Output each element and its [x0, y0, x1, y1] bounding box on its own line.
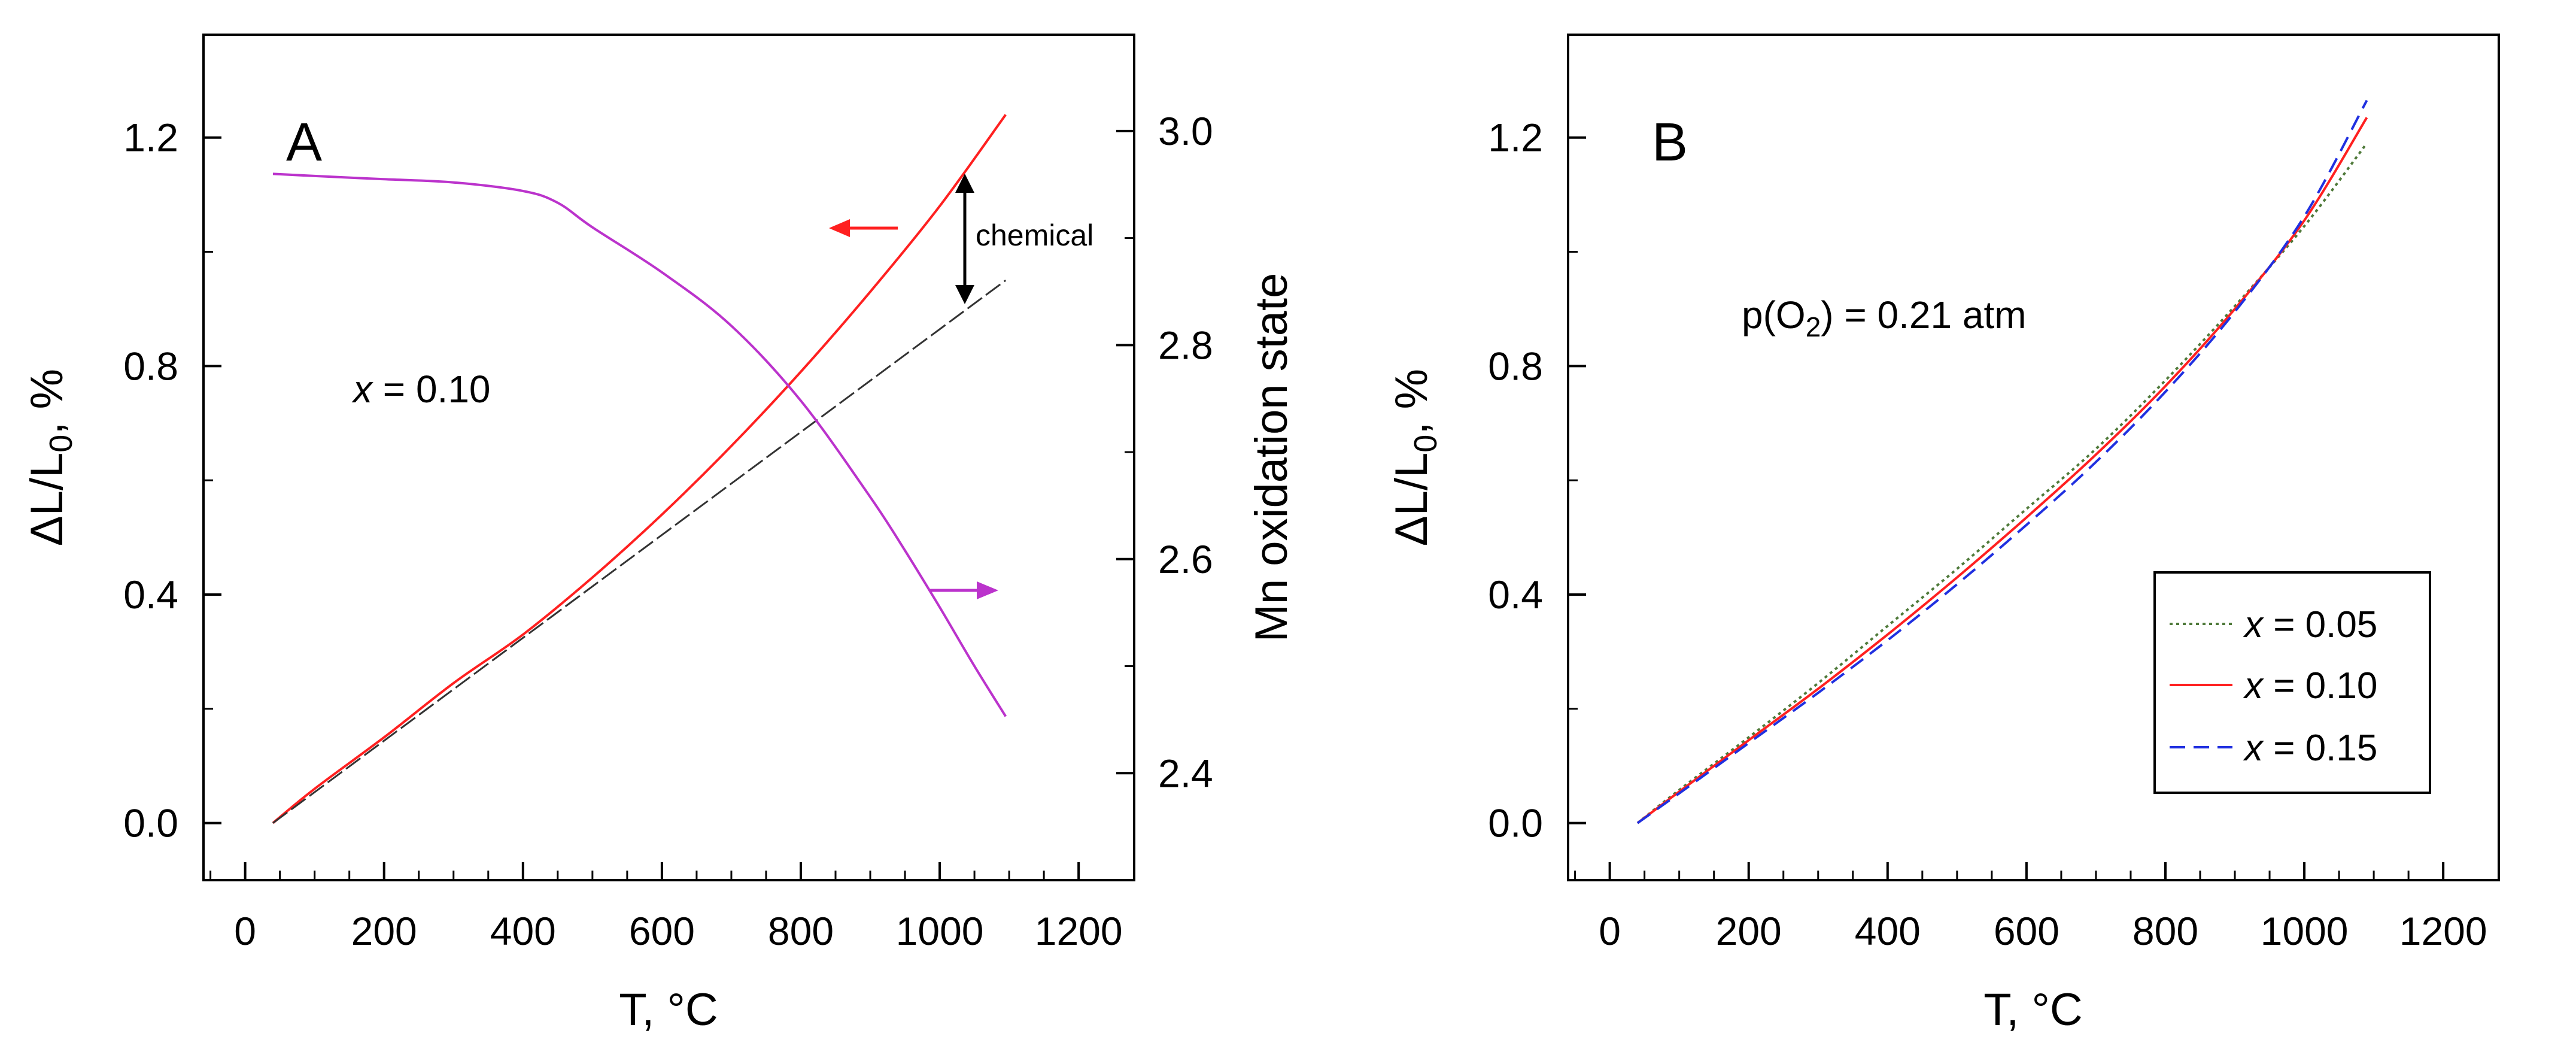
panelB-y-tick-label: 0.4 — [1488, 572, 1543, 617]
panel-b-y-title-base: ΔL/L — [1386, 453, 1437, 546]
chemical-arrow-head-down — [955, 285, 974, 304]
legend-label-x015: x = 0.15 — [2243, 727, 2377, 769]
oxygen-pressure-annotation: p(O2) = 0.21 atm — [1742, 293, 2027, 342]
panel-b-y-title-tail: , % — [1386, 369, 1437, 435]
chemical-label: chemical — [976, 219, 1093, 252]
panel-b-y-title-sub: 0 — [1408, 435, 1444, 453]
left-axis-indicator-arrow — [829, 219, 898, 237]
panelA-x-tick-label: 800 — [768, 909, 834, 953]
panelA-y2-tick-label: 2.8 — [1158, 323, 1213, 367]
panel-a-frame — [202, 34, 1135, 881]
legend-item-x015: x = 0.15 — [2170, 727, 2377, 769]
panel-b-series — [1636, 99, 2368, 824]
legend-val-x005: = 0.05 — [2263, 604, 2377, 645]
panelA-x-tick-label: 1000 — [896, 909, 984, 953]
panelA-x-tick-label: 200 — [351, 909, 417, 953]
panelB-x-tick-label: 400 — [1855, 909, 1921, 953]
panelB-y-tick-label: 1.2 — [1488, 116, 1543, 160]
panelB-x-tick-label: 200 — [1716, 909, 1782, 953]
panel-b-frame — [1567, 34, 2500, 881]
legend-item-x010: x = 0.10 — [2170, 665, 2377, 707]
panel-a-y-title-sub: 0 — [43, 435, 79, 453]
panelA-y2-tick-label: 2.4 — [1158, 751, 1213, 795]
panelA-x-tick-label: 0 — [234, 909, 256, 953]
panelB-x-tick-label: 1200 — [2399, 909, 2487, 953]
panel-b-x-axis-title: T, °C — [1983, 984, 2083, 1035]
panel-a-y-ticks: 0.0 0.4 0.8 1.2 — [123, 116, 221, 845]
left-axis-arrow-head — [829, 219, 850, 237]
panel-a-y2-ticks: 2.4 2.6 2.8 3.0 — [1116, 109, 1213, 795]
panel-b-y-axis-title: ΔL/L0, % — [1386, 369, 1444, 546]
legend-val-x015: = 0.15 — [2263, 727, 2377, 769]
legend-var-x015: x — [2243, 727, 2264, 769]
panel-a-series — [272, 114, 1007, 824]
panel-a-composition-var: x — [351, 368, 373, 411]
panelA-series-line-1 — [272, 279, 1007, 824]
right-axis-arrow-head — [977, 581, 998, 599]
legend-label-x010: x = 0.10 — [2243, 665, 2377, 707]
po2-prefix: p(O — [1742, 293, 1806, 336]
panel-a-x-axis-title: T, °C — [619, 984, 718, 1035]
panel-a-y-title-base: ΔL/L — [22, 453, 72, 546]
panel-a-y-title-tail: , % — [22, 369, 72, 435]
legend-item-x005: x = 0.05 — [2170, 604, 2377, 645]
panelB-x-tick-label: 600 — [1994, 909, 2059, 953]
panelA-series-line-2 — [272, 172, 1007, 717]
chemical-arrow-head-up — [955, 174, 974, 193]
panel-a-y2-axis-title: Mn oxidation state — [1246, 273, 1297, 642]
panelB-x-tick-label: 800 — [2133, 909, 2198, 953]
right-axis-indicator-arrow — [929, 581, 998, 599]
legend-var-x005: x — [2243, 604, 2264, 645]
panelB-x-tick-label: 1000 — [2261, 909, 2349, 953]
panel-b-legend: x = 0.05 x = 0.10 x = 0.15 — [2153, 571, 2431, 794]
panelB-x-tick-label: 0 — [1599, 909, 1621, 953]
panelB-y-tick-label: 0.8 — [1488, 344, 1543, 388]
panel-a: 0 200 400 600 800 1000 1200 0.00.40.81.2 2.42.… — [22, 34, 1297, 1035]
panelA-y-tick-label: 0.8 — [123, 344, 178, 388]
panel-a-x-ticks: 0 200 400 600 800 1000 1200 — [209, 862, 1123, 953]
panelB-series-line-2 — [1636, 99, 2368, 824]
panelA-y-tick-label: 0.4 — [123, 572, 178, 617]
legend-frame — [2153, 571, 2431, 794]
panelA-y2-tick-label: 3.0 — [1158, 109, 1213, 153]
panel-a-y-axis-title: ΔL/L0, % — [22, 369, 79, 546]
po2-suffix: ) = 0.21 atm — [1821, 293, 2026, 336]
panelA-x-tick-label: 600 — [629, 909, 695, 953]
panelA-y-tick-label: 0.0 — [123, 801, 178, 845]
panel-b-y-ticks: 0.0 0.4 0.8 1.2 — [1488, 116, 1586, 845]
panel-b: 0 200 400 600 800 1000 1200 0.0 0.4 0.8 1.2 B p(O… — [1386, 34, 2500, 1035]
panelA-x-tick-label: 1200 — [1035, 909, 1123, 953]
panelA-series-line-0 — [272, 114, 1007, 824]
legend-var-x010: x — [2243, 665, 2264, 707]
panel-a-label: A — [286, 113, 322, 172]
po2-subscript: 2 — [1806, 311, 1821, 342]
chemical-expansion-indicator: chemical — [955, 174, 1093, 304]
panelB-y-tick-label: 0.0 — [1488, 801, 1543, 845]
panel-b-x-ticks: 0 200 400 600 800 1000 1200 — [1574, 862, 2487, 953]
panelA-y-tick-label: 1.2 — [123, 116, 178, 160]
panelA-y2-tick-label: 2.6 — [1158, 537, 1213, 581]
panelA-x-tick-label: 400 — [490, 909, 556, 953]
panel-a-composition-annotation: x = 0.10 — [351, 368, 491, 411]
legend-label-x005: x = 0.05 — [2243, 604, 2377, 645]
panel-a-composition-value: = 0.10 — [372, 368, 491, 411]
legend-val-x010: = 0.10 — [2263, 665, 2377, 707]
panel-b-label: B — [1652, 113, 1688, 172]
